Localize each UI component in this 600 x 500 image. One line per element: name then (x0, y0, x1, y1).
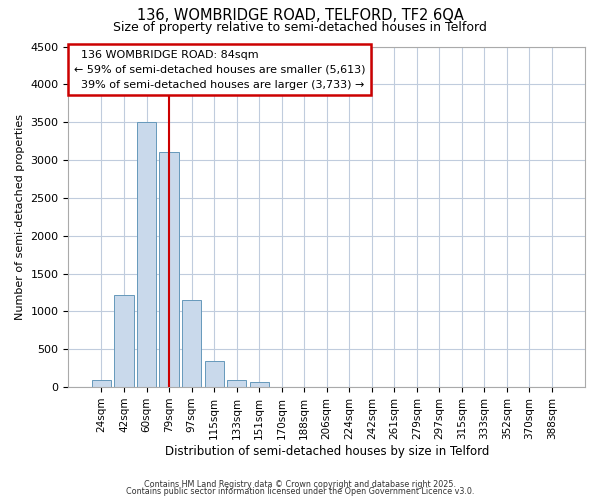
Bar (115, 295, 134, 387)
Bar (250, 382, 269, 387)
Text: Contains HM Land Registry data © Crown copyright and database right 2025.: Contains HM Land Registry data © Crown c… (144, 480, 456, 489)
X-axis label: Distribution of semi-detached houses by size in Telford: Distribution of semi-detached houses by … (164, 444, 489, 458)
Bar (137, 122, 156, 387)
Text: Contains public sector information licensed under the Open Government Licence v3: Contains public sector information licen… (126, 487, 474, 496)
Bar (182, 300, 201, 387)
Bar (160, 152, 179, 387)
Bar (92, 380, 111, 387)
Text: 136, WOMBRIDGE ROAD, TELFORD, TF2 6QA: 136, WOMBRIDGE ROAD, TELFORD, TF2 6QA (137, 8, 463, 22)
Bar (227, 380, 246, 387)
Text: Size of property relative to semi-detached houses in Telford: Size of property relative to semi-detach… (113, 21, 487, 34)
Y-axis label: Number of semi-detached properties: Number of semi-detached properties (15, 114, 25, 320)
Bar (205, 362, 224, 387)
Text: 136 WOMBRIDGE ROAD: 84sqm  
← 59% of semi-detached houses are smaller (5,613)
  : 136 WOMBRIDGE ROAD: 84sqm ← 59% of semi-… (74, 50, 365, 90)
